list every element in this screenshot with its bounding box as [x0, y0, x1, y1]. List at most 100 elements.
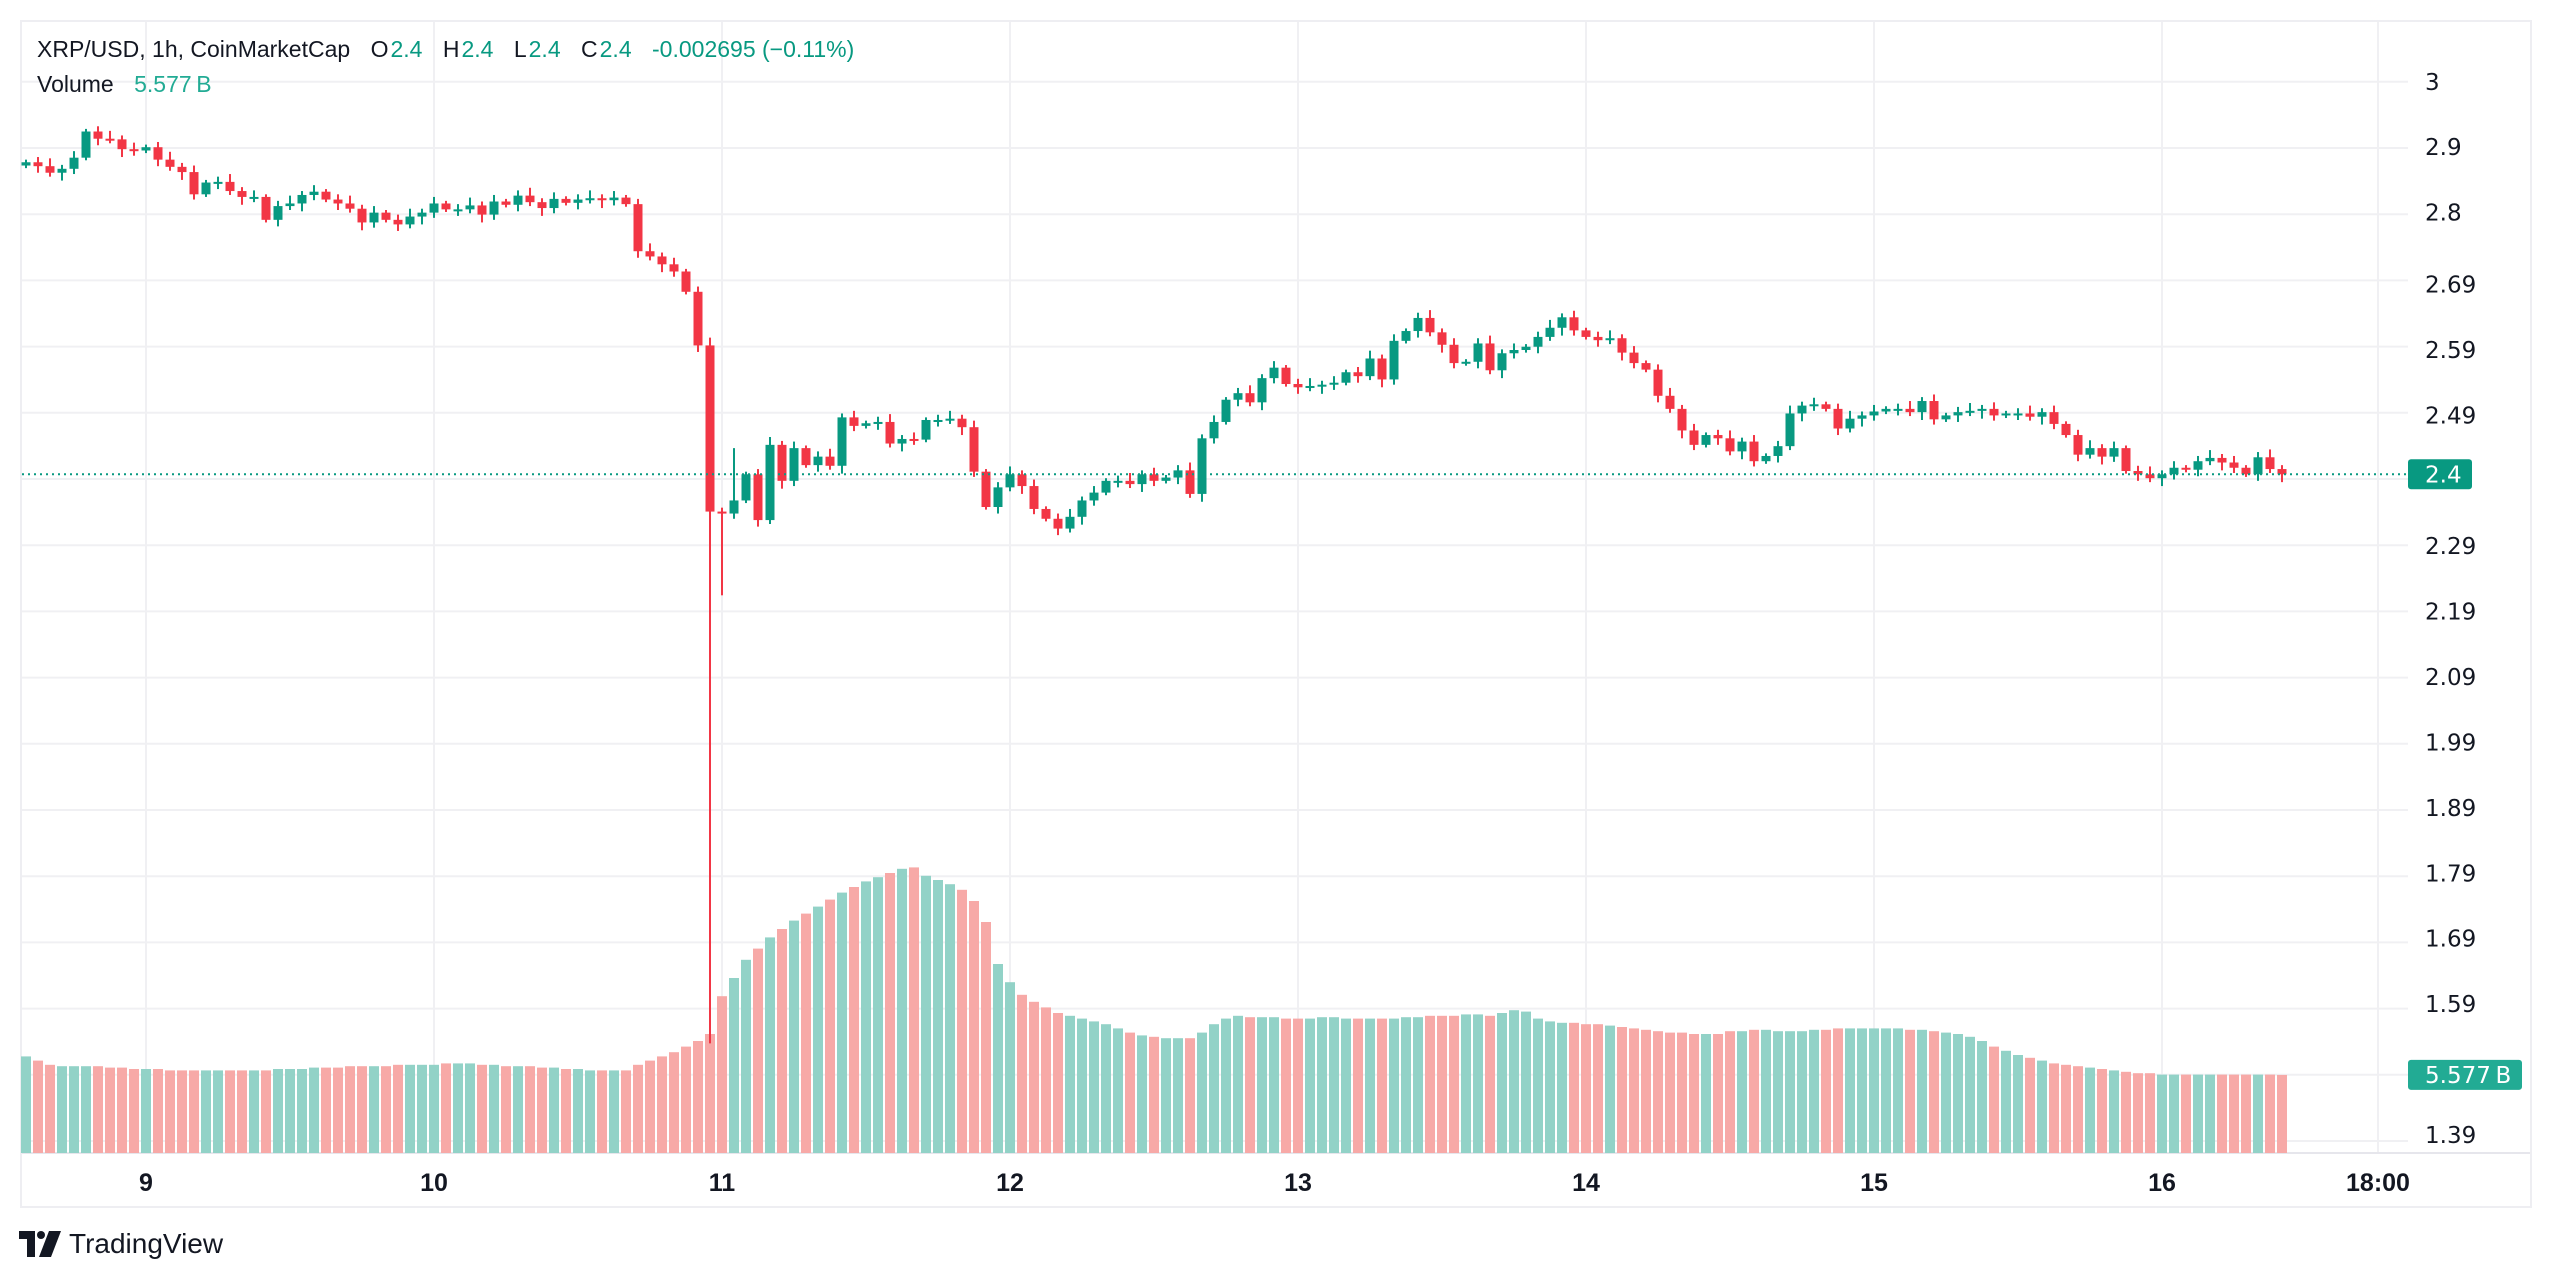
candle-body [2085, 448, 2095, 455]
last-volume-badge [2408, 1059, 2522, 1090]
symbol-title[interactable]: XRP/USD, 1h, CoinMarketCap [37, 36, 351, 62]
volume-bar [1473, 1014, 1483, 1153]
volume-bar [1977, 1041, 1987, 1153]
volume-bar [93, 1066, 103, 1153]
tradingview-logo[interactable]: TradingView [19, 1228, 223, 1260]
volume-bar [465, 1063, 475, 1153]
price-axis-label: 1.39 [2425, 1123, 2476, 1149]
volume-bar [2241, 1074, 2251, 1153]
volume-bar [1605, 1025, 1615, 1153]
volume-bar [2277, 1074, 2287, 1153]
candle-body [1197, 438, 1207, 494]
volume-bar [1269, 1017, 1279, 1153]
candle-body [1797, 405, 1807, 414]
candle-body [573, 199, 583, 203]
candle-body [1989, 408, 1999, 416]
volume-bar [849, 887, 859, 1153]
volume-bar [2109, 1070, 2119, 1153]
candle-body [2169, 467, 2179, 475]
volume-bar [1257, 1017, 1267, 1153]
candle-body [753, 474, 763, 521]
candle-body [1641, 363, 1651, 370]
candle-body [1125, 480, 1135, 485]
volume-bar [1773, 1031, 1783, 1153]
time-axis-label: 12 [996, 1169, 1024, 1197]
candle-body [1329, 382, 1339, 385]
time-axis-label: 11 [709, 1169, 736, 1197]
candle-body [1317, 384, 1327, 387]
volume-bar [1293, 1018, 1303, 1153]
volume-bar [2253, 1074, 2263, 1153]
candle-body [1749, 441, 1759, 462]
volume-bar [585, 1070, 595, 1153]
volume-bar [1173, 1038, 1183, 1153]
volume-bar [1365, 1018, 1375, 1153]
volume-bar [933, 880, 943, 1153]
volume-bar [177, 1070, 187, 1153]
candle-body [381, 212, 391, 220]
volume-bar [717, 996, 727, 1153]
candle-body [1353, 372, 1363, 377]
candle-body [369, 212, 379, 223]
candle-body [2013, 413, 2023, 416]
volume-bar [573, 1069, 583, 1153]
candle-body [933, 419, 943, 422]
candle-body [2181, 467, 2191, 470]
volume-bar [345, 1066, 355, 1153]
candle-body [45, 166, 55, 173]
candle-body [1137, 474, 1147, 485]
volume-bar [1809, 1029, 1819, 1153]
volume-bar [1641, 1029, 1651, 1153]
volume-bar [321, 1067, 331, 1153]
volume-bar [441, 1063, 451, 1153]
candle-body [1269, 367, 1279, 379]
candle-body [609, 197, 619, 201]
candle-body [897, 438, 907, 444]
candle-body [441, 203, 451, 210]
candle-body [1785, 413, 1795, 447]
volume-bar [1377, 1018, 1387, 1153]
volume-bar [57, 1066, 67, 1153]
volume-bar [2121, 1071, 2131, 1153]
volume-bar [1401, 1017, 1411, 1153]
tradingview-wordmark: TradingView [69, 1228, 224, 1259]
candle-body [333, 199, 343, 204]
candle-body [1893, 408, 1903, 411]
volume-legend: Volume 5.577 B [37, 71, 214, 98]
volume-bar [141, 1069, 151, 1153]
volume-bar [2133, 1073, 2143, 1153]
volume-bar [1953, 1034, 1963, 1153]
candle-body [681, 271, 691, 292]
candle-body [2265, 457, 2275, 470]
candle-body [921, 419, 931, 440]
candle-body [705, 345, 715, 512]
candle-body [1365, 358, 1375, 377]
volume-label[interactable]: Volume [37, 71, 114, 97]
volume-bar [993, 964, 1003, 1153]
ohlc-legend: XRP/USD, 1h, CoinMarketCap O2.4 H2.4 L2.… [37, 36, 856, 63]
volume-bar [1005, 982, 1015, 1153]
volume-bar [261, 1070, 271, 1153]
candle-body [273, 206, 283, 220]
candle-body [2145, 474, 2155, 479]
volume-bar [213, 1070, 223, 1153]
candle-body [489, 201, 499, 215]
volume-bar [69, 1066, 79, 1153]
candle-body [1833, 408, 1843, 429]
price-axis-label: 3 [2425, 70, 2440, 96]
candle-body [1065, 516, 1075, 529]
candle-body [249, 196, 259, 199]
candle-body [429, 203, 439, 213]
volume-bar [1317, 1017, 1327, 1153]
volume-bar [693, 1041, 703, 1153]
volume-bar [1197, 1032, 1207, 1153]
candle-body [801, 448, 811, 466]
time-axis-label: 18:00 [2346, 1169, 2410, 1197]
time-axis-label: 15 [1860, 1169, 1888, 1197]
candle-body [993, 487, 1003, 507]
high-label: H [442, 36, 460, 62]
high-value: 2.4 [461, 36, 494, 62]
price-axis-label: 1.99 [2425, 730, 2476, 756]
candle-body [1233, 393, 1243, 400]
